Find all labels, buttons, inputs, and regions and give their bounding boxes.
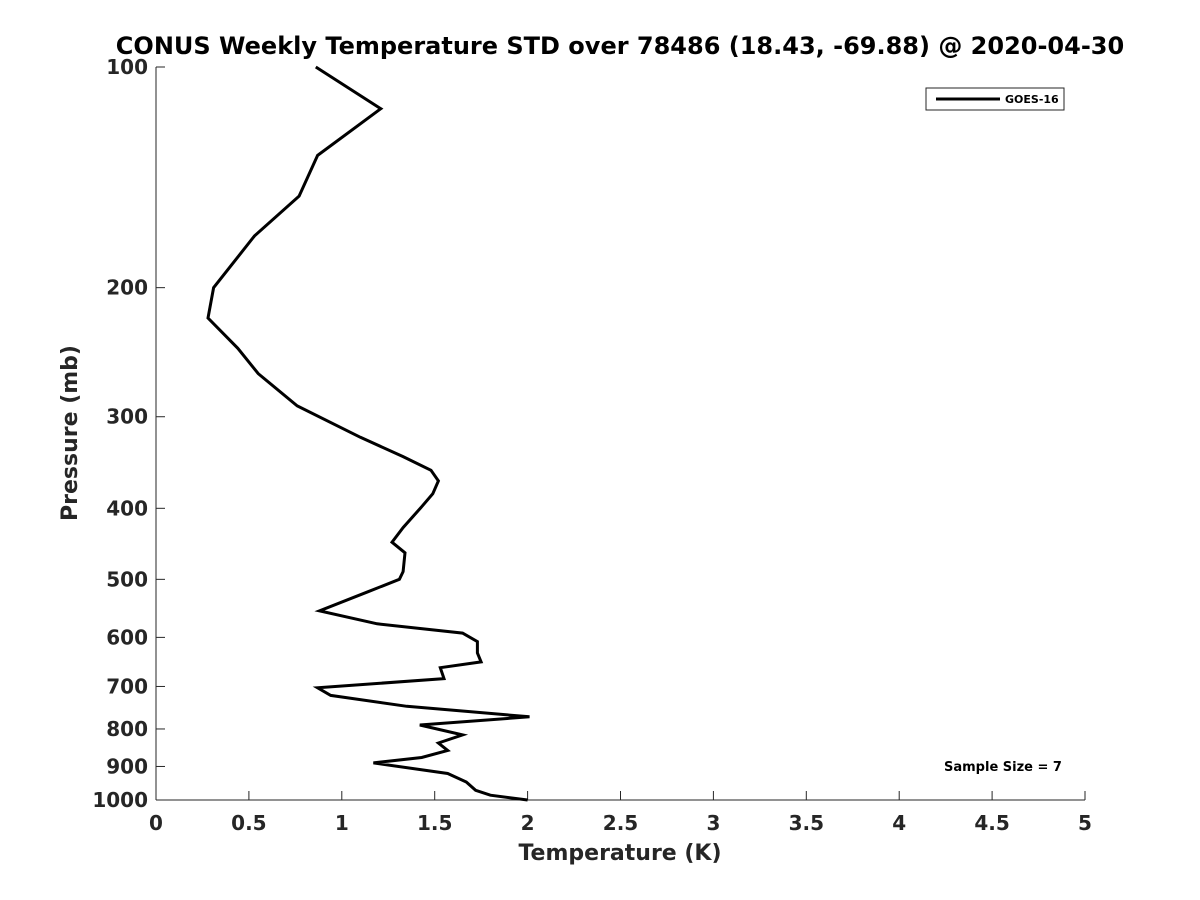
plot-area xyxy=(156,67,1085,800)
x-tick-label: 0.5 xyxy=(231,811,266,835)
y-tick-label: 300 xyxy=(106,405,148,429)
x-tick-label: 4 xyxy=(892,811,906,835)
y-axis-label: Pressure (mb) xyxy=(58,345,83,521)
chart-title: CONUS Weekly Temperature STD over 78486 … xyxy=(116,32,1124,60)
y-tick-label: 700 xyxy=(106,674,148,698)
x-tick-label: 0 xyxy=(149,811,163,835)
x-tick-label: 2.5 xyxy=(603,811,638,835)
x-ticks: 0 0.5 1 1.5 2 2.5 3 3.5 4 4.5 5 xyxy=(149,791,1092,835)
x-axis-label: Temperature (K) xyxy=(518,841,721,866)
legend: GOES-16 xyxy=(925,87,1065,111)
y-tick-label: 1000 xyxy=(92,788,148,812)
x-tick-label: 1.5 xyxy=(417,811,452,835)
y-tick-label: 900 xyxy=(106,754,148,778)
x-tick-label: 1 xyxy=(335,811,349,835)
series-line-goes-16 xyxy=(206,65,530,802)
y-tick-label: 200 xyxy=(106,276,148,300)
y-tick-label: 600 xyxy=(106,625,148,649)
legend-label: GOES-16 xyxy=(1005,93,1059,106)
y-tick-label: 400 xyxy=(106,496,148,520)
y-tick-label: 800 xyxy=(106,717,148,741)
series-layer xyxy=(206,65,530,802)
x-tick-label: 3.5 xyxy=(789,811,824,835)
x-tick-label: 2 xyxy=(521,811,535,835)
y-ticks: 100 200 300 400 500 600 700 800 900 1000 xyxy=(92,55,165,812)
sample-size-annotation: Sample Size = 7 xyxy=(944,760,1062,775)
x-tick-label: 4.5 xyxy=(974,811,1009,835)
x-tick-label: 5 xyxy=(1078,811,1092,835)
x-tick-label: 3 xyxy=(706,811,720,835)
y-tick-label: 500 xyxy=(106,567,148,591)
y-tick-label: 100 xyxy=(106,55,148,79)
